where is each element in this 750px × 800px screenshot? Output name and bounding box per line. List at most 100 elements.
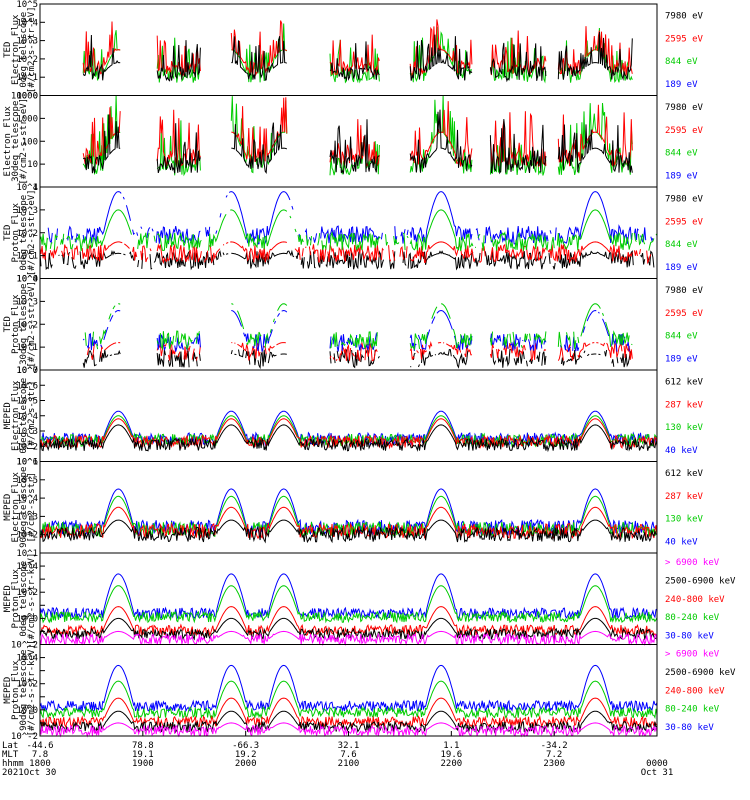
- legend-entry: 189 eV: [665, 80, 698, 90]
- y-tick-label: 10^4: [16, 494, 38, 504]
- y-tick-label: 10^2: [16, 55, 38, 65]
- series-240-800-kev: [39, 697, 658, 729]
- series-844-ev: [39, 209, 658, 252]
- series-287-kev: [39, 418, 658, 450]
- x-tick-label: 2100: [338, 759, 360, 769]
- svg-text:MEPED: MEPED: [3, 402, 13, 429]
- svg-text:0deg telescope: 0deg telescope: [19, 12, 29, 88]
- legend-entry: 844 eV: [665, 149, 698, 159]
- y-tick-label: 10^0: [16, 92, 38, 102]
- panel-traces: [83, 303, 632, 368]
- svg-text:Electron Flux: Electron Flux: [3, 105, 13, 176]
- y-tick-label: 1000: [16, 114, 38, 124]
- y-tick-label: 10^-2: [11, 732, 38, 742]
- svg-text:[#/cm2-s-str]: [#/cm2-s-str]: [27, 472, 37, 542]
- x-tick-label: 7.2: [546, 750, 562, 760]
- y-tick-label: 10^2: [16, 531, 38, 541]
- x-tick-label: 7.8: [32, 750, 48, 760]
- panel-traces: [82, 19, 633, 84]
- y-tick-label: 10^1: [16, 252, 38, 262]
- series-80-240-kev: [39, 585, 658, 624]
- y-tick-label: 10^1: [16, 73, 38, 83]
- y-tick-label: 10^4: [16, 183, 38, 193]
- legend-entry: 130 keV: [665, 515, 704, 525]
- y-tick-label: 10^0: [16, 366, 38, 376]
- x-axis-row-label: Lat: [2, 741, 18, 751]
- y-tick-label: 10^1: [16, 343, 38, 353]
- y-tick-label: 10^-2: [11, 641, 38, 651]
- svg-text:[#/cm2-s-str-keV]: [#/cm2-s-str-keV]: [27, 553, 37, 645]
- svg-text:90deg telescope: 90deg telescope: [19, 650, 29, 731]
- legend-entry: 2500-6900 keV: [665, 576, 736, 586]
- legend-entry: 7980 eV: [665, 103, 704, 113]
- x-tick-label: Oct 30: [24, 768, 57, 778]
- panel-traces: [39, 664, 658, 738]
- svg-text:[#/cm2-s-str-keV]: [#/cm2-s-str-keV]: [27, 644, 37, 736]
- x-tick-label: 2000: [235, 759, 257, 769]
- legend-entry: > 6900 keV: [665, 558, 720, 568]
- y-tick-label: 10^2: [16, 588, 38, 598]
- x-tick-label: 1800: [29, 759, 51, 769]
- y-tick-label: 10^3: [16, 512, 38, 522]
- y-tick-label: 10^2: [16, 320, 38, 330]
- svg-text:TED: TED: [3, 225, 13, 241]
- y-tick-label: 10^3: [16, 206, 38, 216]
- legend-entry: 2595 eV: [665, 126, 704, 136]
- y-tick-label: 10^4: [16, 275, 38, 285]
- legend-entry: 2595 eV: [665, 34, 704, 44]
- series-2595-ev: [82, 19, 633, 77]
- legend-entry: 80-240 keV: [665, 613, 720, 623]
- series-2595-ev: [82, 97, 633, 168]
- svg-text:MEPED: MEPED: [3, 494, 13, 521]
- series-80-240-kev: [39, 680, 658, 720]
- legend-entry: 7980 eV: [665, 11, 704, 21]
- x-tick-label: 19.1: [132, 750, 154, 760]
- y-tick-label: 1: [33, 183, 38, 193]
- series-30-80-kev: [39, 573, 658, 620]
- panel-legend: > 6900 keV 2500-6900 keV 240-800 keV 80-240…: [665, 558, 736, 641]
- series-7980-ev: [82, 31, 633, 83]
- x-tick-label: 1.1: [443, 741, 459, 751]
- x-tick-label: -34.2: [541, 741, 568, 751]
- y-tick-label: 10^5: [16, 0, 38, 10]
- y-tick-label: 10000: [11, 92, 38, 102]
- svg-text:MEPED: MEPED: [3, 585, 13, 612]
- panel-legend: 7980 eV 2595 eV 844 eV 189 eV: [665, 286, 704, 365]
- legend-entry: 612 keV: [665, 377, 704, 387]
- svg-text:90deg telescope: 90deg telescope: [19, 467, 29, 548]
- x-tick-label: 7.6: [340, 750, 356, 760]
- y-tick-label: 10^6: [16, 381, 38, 391]
- panel-legend: 7980 eV 2595 eV 844 eV 189 eV: [665, 11, 704, 90]
- x-tick-label: -44.6: [26, 741, 53, 751]
- y-tick-label: 10^4: [16, 412, 38, 422]
- series-189-ev: [48, 192, 657, 245]
- legend-entry: 80-240 keV: [665, 705, 720, 715]
- x-tick-label: 19.6: [440, 750, 462, 760]
- svg-text:30deg telescope: 30deg telescope: [11, 101, 21, 182]
- y-tick-label: 10^1: [16, 549, 38, 559]
- y-tick-label: 10^0: [16, 614, 38, 624]
- y-tick-label: 10^2: [16, 229, 38, 239]
- y-tick-label: 10^5: [16, 476, 38, 486]
- legend-entry: 7980 eV: [665, 286, 704, 296]
- x-tick-label: 19.2: [235, 750, 257, 760]
- y-tick-label: 10^4: [16, 562, 38, 572]
- legend-entry: 2500-6900 keV: [665, 668, 736, 678]
- x-tick-label: -66.3: [232, 741, 259, 751]
- y-tick-label: 10^4: [16, 654, 38, 664]
- y-tick-label: 100: [22, 137, 38, 147]
- x-tick-label: 78.8: [132, 741, 154, 751]
- y-tick-label: 10^2: [16, 442, 38, 452]
